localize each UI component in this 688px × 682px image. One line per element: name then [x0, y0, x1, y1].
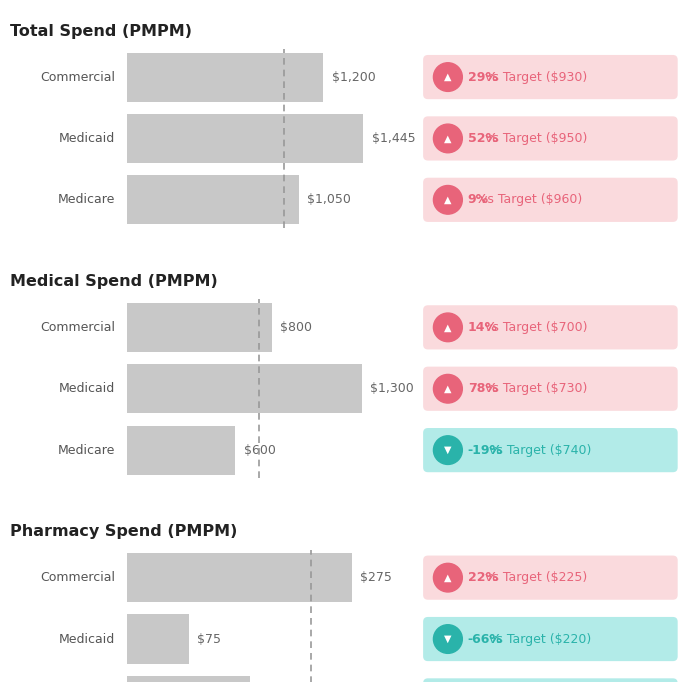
- Text: $275: $275: [361, 571, 392, 584]
- Circle shape: [433, 374, 462, 403]
- Text: Medicare: Medicare: [58, 193, 115, 207]
- Text: ▲: ▲: [444, 573, 451, 582]
- FancyBboxPatch shape: [423, 428, 678, 472]
- FancyBboxPatch shape: [423, 306, 678, 349]
- Circle shape: [433, 563, 462, 592]
- FancyBboxPatch shape: [423, 367, 678, 411]
- Text: Total Spend (PMPM): Total Spend (PMPM): [10, 24, 193, 39]
- Circle shape: [433, 313, 462, 342]
- Circle shape: [433, 124, 462, 153]
- FancyBboxPatch shape: [127, 426, 235, 475]
- Text: 22%: 22%: [468, 571, 498, 584]
- Text: ▲: ▲: [444, 323, 451, 332]
- Text: vs Target ($950): vs Target ($950): [481, 132, 587, 145]
- Circle shape: [433, 625, 462, 653]
- FancyBboxPatch shape: [127, 53, 323, 102]
- FancyBboxPatch shape: [423, 679, 678, 682]
- Text: Medicare: Medicare: [58, 443, 115, 457]
- Text: Pharmacy Spend (PMPM): Pharmacy Spend (PMPM): [10, 524, 237, 539]
- FancyBboxPatch shape: [423, 178, 678, 222]
- FancyBboxPatch shape: [127, 175, 299, 224]
- Text: ▲: ▲: [444, 134, 451, 143]
- Text: $1,300: $1,300: [370, 382, 413, 396]
- Text: Commercial: Commercial: [40, 571, 115, 584]
- Text: $800: $800: [280, 321, 312, 334]
- FancyBboxPatch shape: [423, 55, 678, 99]
- FancyBboxPatch shape: [127, 553, 352, 602]
- Text: vs Target ($960): vs Target ($960): [476, 193, 583, 207]
- FancyBboxPatch shape: [423, 117, 678, 160]
- Text: ▲: ▲: [444, 384, 451, 394]
- Text: vs Target ($930): vs Target ($930): [481, 70, 587, 84]
- Text: $1,445: $1,445: [372, 132, 416, 145]
- Text: 52%: 52%: [468, 132, 498, 145]
- Circle shape: [433, 186, 462, 214]
- Text: Medicaid: Medicaid: [58, 382, 115, 396]
- FancyBboxPatch shape: [127, 303, 272, 352]
- Text: vs Target ($225): vs Target ($225): [481, 571, 587, 584]
- FancyBboxPatch shape: [127, 114, 363, 163]
- Text: ▲: ▲: [444, 195, 451, 205]
- Text: vs Target ($740): vs Target ($740): [485, 443, 591, 457]
- Text: 14%: 14%: [468, 321, 498, 334]
- Text: $75: $75: [197, 632, 221, 646]
- Text: ▼: ▼: [444, 445, 451, 455]
- FancyBboxPatch shape: [423, 617, 678, 661]
- Text: Medical Spend (PMPM): Medical Spend (PMPM): [10, 274, 218, 289]
- Text: -66%: -66%: [468, 632, 503, 646]
- Text: $600: $600: [244, 443, 276, 457]
- Text: 78%: 78%: [468, 382, 497, 396]
- FancyBboxPatch shape: [127, 676, 250, 682]
- FancyBboxPatch shape: [127, 614, 189, 664]
- Text: vs Target ($700): vs Target ($700): [481, 321, 587, 334]
- Text: Medicaid: Medicaid: [58, 132, 115, 145]
- Text: Commercial: Commercial: [40, 70, 115, 84]
- Text: $1,200: $1,200: [332, 70, 376, 84]
- Text: vs Target ($220): vs Target ($220): [485, 632, 591, 646]
- Text: ▼: ▼: [444, 634, 451, 644]
- Circle shape: [433, 63, 462, 91]
- Circle shape: [433, 436, 462, 464]
- FancyBboxPatch shape: [127, 364, 362, 413]
- Text: -19%: -19%: [468, 443, 503, 457]
- FancyBboxPatch shape: [423, 556, 678, 599]
- Text: 29%: 29%: [468, 70, 497, 84]
- Text: $1,050: $1,050: [307, 193, 351, 207]
- Text: 9%: 9%: [468, 193, 489, 207]
- Text: vs Target ($730): vs Target ($730): [481, 382, 587, 396]
- Text: Medicaid: Medicaid: [58, 632, 115, 646]
- Text: ▲: ▲: [444, 72, 451, 82]
- Text: Commercial: Commercial: [40, 321, 115, 334]
